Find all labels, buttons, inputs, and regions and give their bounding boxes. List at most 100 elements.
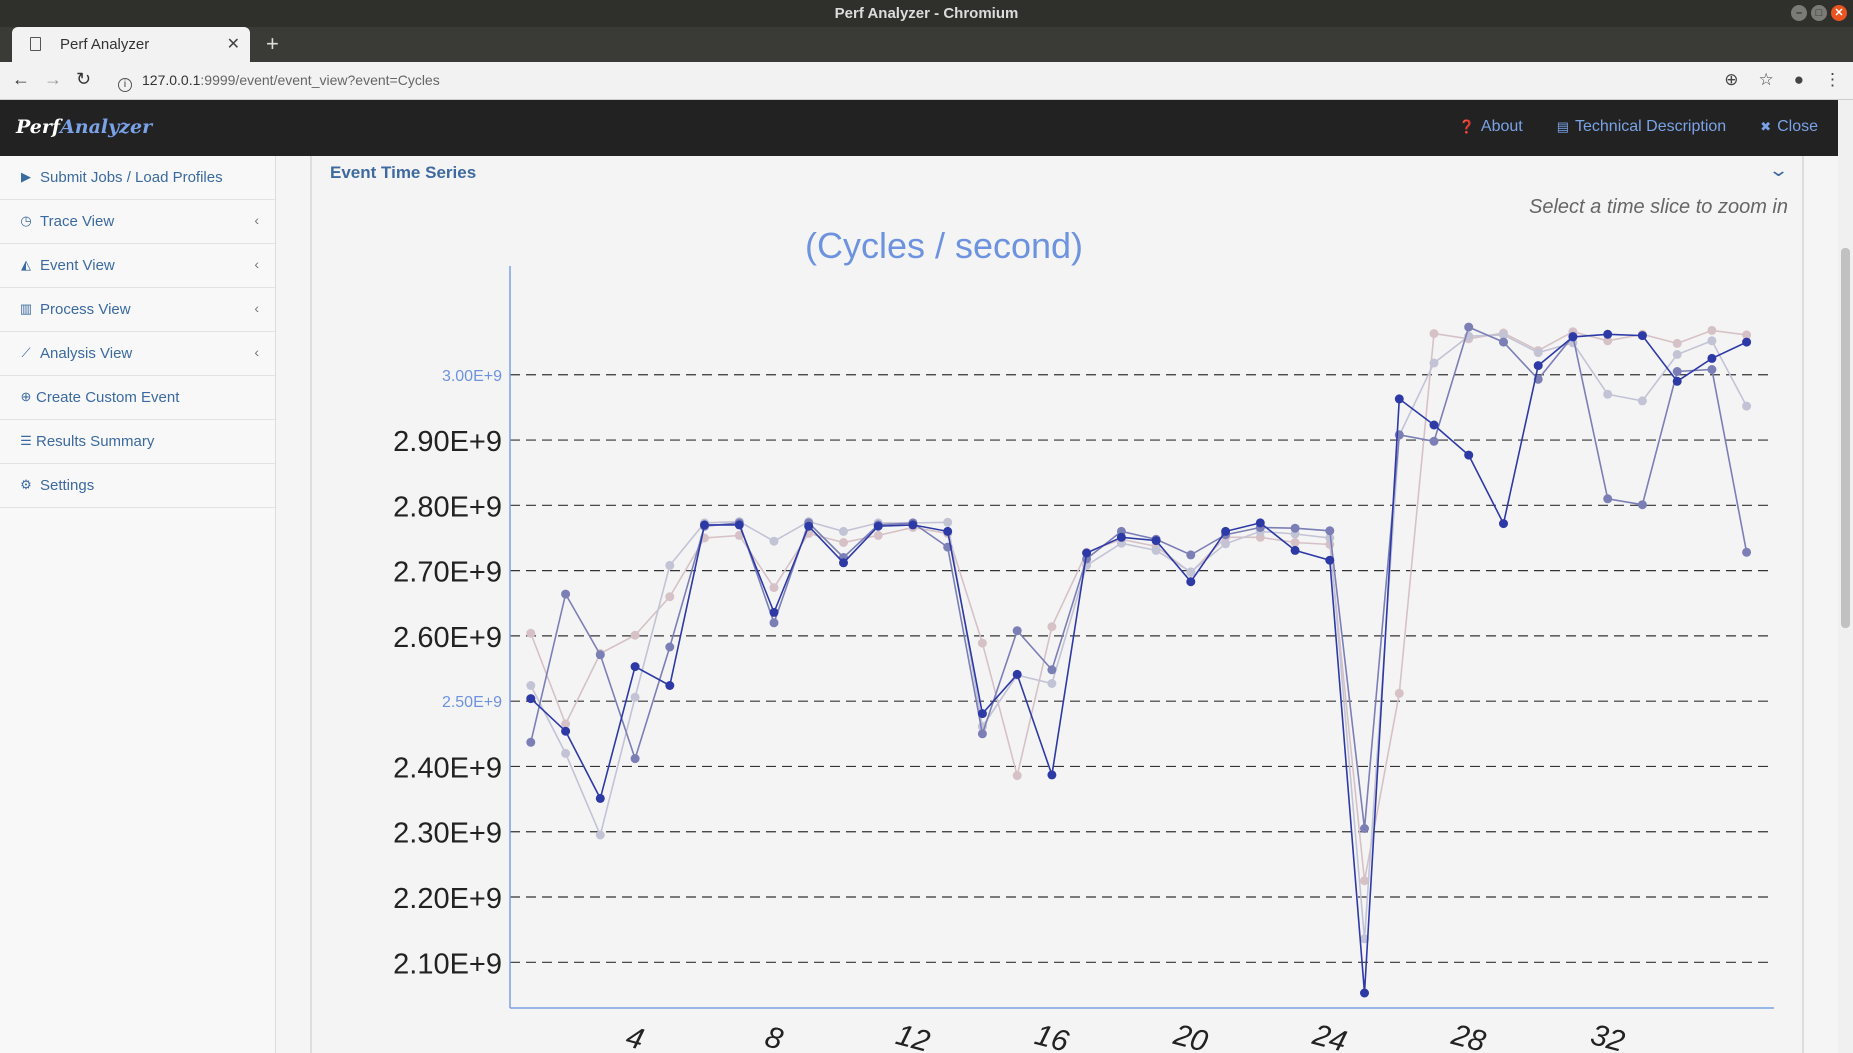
info-icon[interactable]: i bbox=[118, 78, 132, 92]
data-point[interactable] bbox=[1742, 337, 1752, 347]
data-point[interactable] bbox=[1429, 329, 1439, 339]
data-point[interactable] bbox=[1672, 338, 1682, 348]
data-point[interactable] bbox=[1151, 536, 1161, 546]
data-point[interactable] bbox=[561, 589, 571, 599]
sidebar-item-settings[interactable]: ⚙ Settings bbox=[0, 464, 275, 508]
data-point[interactable] bbox=[665, 592, 675, 602]
data-point[interactable] bbox=[1186, 567, 1196, 577]
bookmark-star-icon[interactable]: ☆ bbox=[1758, 70, 1774, 89]
series-line[interactable] bbox=[530, 329, 1747, 881]
data-point[interactable] bbox=[1221, 526, 1231, 536]
data-point[interactable] bbox=[769, 618, 779, 628]
data-point[interactable] bbox=[1360, 988, 1369, 998]
data-point[interactable] bbox=[1012, 626, 1022, 636]
data-point[interactable] bbox=[873, 530, 883, 540]
data-point[interactable] bbox=[1047, 770, 1057, 780]
data-point[interactable] bbox=[1290, 545, 1300, 555]
data-point[interactable] bbox=[1568, 332, 1578, 342]
data-point[interactable] bbox=[630, 630, 640, 640]
technical-description-link[interactable]: ▤ Technical Description bbox=[1557, 118, 1726, 136]
tab-close-icon[interactable]: ✕ bbox=[226, 36, 240, 53]
data-point[interactable] bbox=[630, 692, 640, 702]
data-point[interactable] bbox=[1707, 336, 1717, 346]
chevron-down-icon[interactable]: ⌄ bbox=[1767, 160, 1790, 180]
url-field[interactable]: i 127.0.0.1:9999/event/event_view?event=C… bbox=[118, 72, 440, 92]
data-point[interactable] bbox=[1672, 350, 1682, 359]
data-point[interactable] bbox=[1394, 688, 1404, 698]
data-point[interactable] bbox=[1360, 876, 1369, 886]
data-point[interactable] bbox=[804, 521, 814, 531]
data-point[interactable] bbox=[630, 662, 640, 672]
browser-tab[interactable]: Perf Analyzer ✕ bbox=[12, 27, 250, 62]
data-point[interactable] bbox=[561, 748, 571, 758]
series-line[interactable] bbox=[530, 326, 1748, 829]
data-point[interactable] bbox=[1637, 331, 1647, 341]
close-window-icon[interactable]: ✕ bbox=[1831, 5, 1847, 21]
data-point[interactable] bbox=[1429, 420, 1439, 430]
data-point[interactable] bbox=[1047, 622, 1057, 632]
data-point[interactable] bbox=[561, 719, 571, 729]
data-point[interactable] bbox=[1012, 771, 1022, 781]
minimize-icon[interactable]: – bbox=[1791, 5, 1807, 21]
new-tab-icon[interactable]: + bbox=[266, 31, 279, 56]
back-icon[interactable]: ← bbox=[12, 69, 30, 89]
data-point[interactable] bbox=[1499, 330, 1508, 340]
data-point[interactable] bbox=[1672, 376, 1682, 386]
data-point[interactable] bbox=[1255, 518, 1265, 528]
sidebar-item-submit-jobs[interactable]: ▶ Submit Jobs / Load Profiles bbox=[0, 156, 275, 200]
data-point[interactable] bbox=[1707, 353, 1717, 363]
data-point[interactable] bbox=[734, 530, 744, 540]
data-point[interactable] bbox=[1603, 389, 1613, 399]
data-point[interactable] bbox=[839, 538, 848, 547]
scrollbar-thumb[interactable] bbox=[1841, 248, 1850, 628]
sidebar-item-analysis-view[interactable]: ⟋ Analysis View ‹ bbox=[0, 332, 275, 376]
data-point[interactable] bbox=[526, 681, 536, 690]
sidebar-item-event-view[interactable]: ◭ Event View ‹ bbox=[0, 244, 275, 288]
reload-icon[interactable]: ↻ bbox=[76, 69, 92, 89]
data-point[interactable] bbox=[1325, 526, 1335, 536]
data-point[interactable] bbox=[1603, 329, 1613, 339]
data-point[interactable] bbox=[595, 650, 605, 660]
data-point[interactable] bbox=[665, 642, 675, 652]
data-point[interactable] bbox=[1429, 436, 1439, 446]
account-icon[interactable]: ● bbox=[1793, 70, 1804, 89]
sidebar-item-process-view[interactable]: ▥ Process View ‹ bbox=[0, 288, 275, 332]
about-link[interactable]: ❓ About bbox=[1459, 118, 1523, 136]
series-line[interactable] bbox=[530, 333, 1747, 994]
sidebar-item-create-custom-event[interactable]: ⊕ Create Custom Event bbox=[0, 376, 275, 420]
brand-logo[interactable]: PerfAnalyzer bbox=[16, 116, 152, 138]
data-point[interactable] bbox=[1533, 361, 1543, 371]
data-point[interactable] bbox=[1672, 367, 1682, 376]
data-point[interactable] bbox=[908, 520, 918, 530]
data-point[interactable] bbox=[734, 520, 744, 530]
data-point[interactable] bbox=[977, 638, 987, 648]
data-point[interactable] bbox=[1394, 394, 1404, 404]
data-point[interactable] bbox=[1499, 337, 1508, 347]
data-point[interactable] bbox=[1012, 669, 1022, 679]
data-point[interactable] bbox=[1742, 547, 1752, 557]
data-point[interactable] bbox=[839, 526, 848, 536]
data-point[interactable] bbox=[769, 607, 779, 617]
data-point[interactable] bbox=[1429, 358, 1439, 368]
data-point[interactable] bbox=[1707, 365, 1717, 374]
series-line[interactable] bbox=[530, 334, 1748, 939]
data-point[interactable] bbox=[1603, 336, 1613, 346]
close-link[interactable]: ✖ Close bbox=[1760, 118, 1818, 136]
data-point[interactable] bbox=[526, 628, 536, 638]
data-point[interactable] bbox=[595, 793, 605, 803]
data-point[interactable] bbox=[665, 681, 675, 690]
data-point[interactable] bbox=[1742, 330, 1752, 340]
data-point[interactable] bbox=[526, 694, 536, 704]
data-point[interactable] bbox=[1290, 538, 1300, 547]
data-point[interactable] bbox=[526, 737, 536, 747]
page-scrollbar[interactable] bbox=[1838, 100, 1853, 1053]
data-point[interactable] bbox=[1047, 665, 1057, 675]
data-point[interactable] bbox=[665, 560, 675, 570]
data-point[interactable] bbox=[839, 558, 848, 568]
data-point[interactable] bbox=[1221, 539, 1231, 549]
data-point[interactable] bbox=[1707, 325, 1717, 335]
data-point[interactable] bbox=[1464, 322, 1474, 332]
zoom-icon[interactable]: ⊕ bbox=[1724, 70, 1739, 89]
data-point[interactable] bbox=[1533, 348, 1543, 358]
data-point[interactable] bbox=[943, 517, 953, 527]
